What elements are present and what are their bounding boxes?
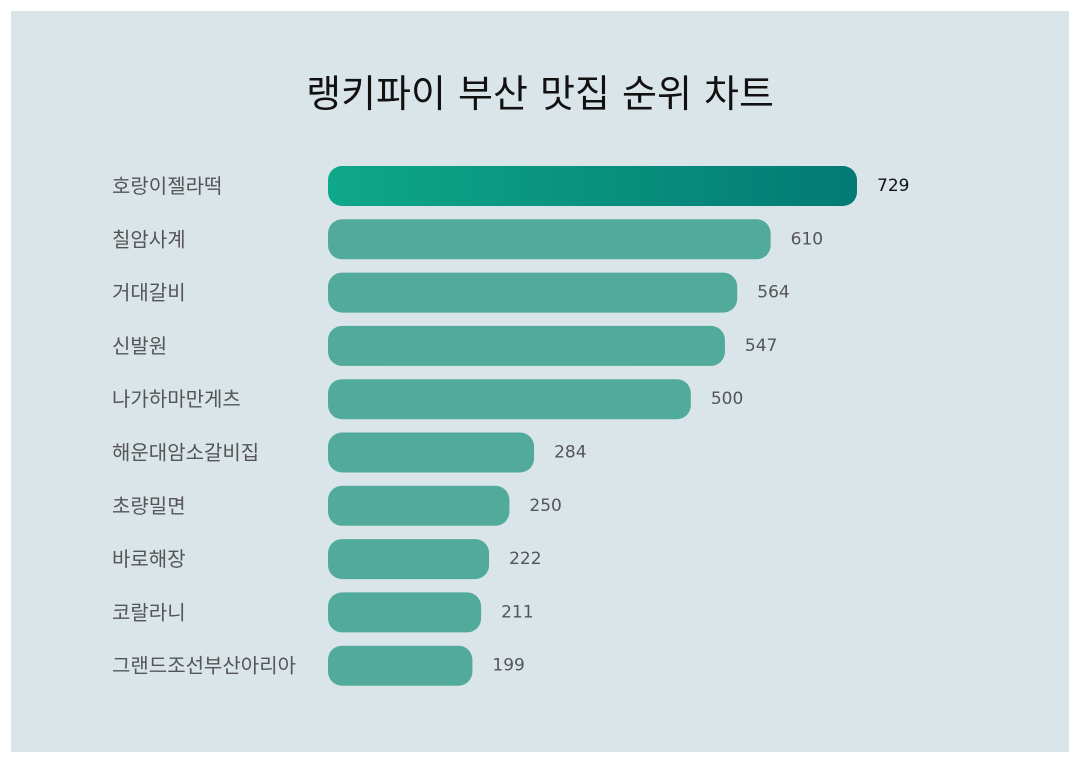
value-label: 547 [745,336,777,356]
value-label: 610 [791,229,823,249]
category-label: 나가하마만게츠 [112,387,241,411]
bar [328,432,535,473]
category-label: 코랄라니 [112,600,186,624]
value-label: 199 [492,656,524,676]
bar [328,485,510,526]
bar [328,539,490,580]
value-label: 284 [554,443,586,463]
bar [328,219,771,260]
value-label: 250 [529,496,561,516]
bar [328,325,725,366]
bar [328,379,691,420]
value-label: 729 [877,176,909,196]
category-label: 해운대암소갈비집 [112,441,259,465]
value-label: 222 [509,549,541,569]
value-label: 211 [501,602,533,622]
chart-title: 랭키파이 부산 맛집 순위 차트 [306,72,774,116]
category-label: 거대갈비 [112,281,186,305]
bar [328,166,857,206]
category-label: 초량밀면 [112,494,186,518]
value-label: 564 [757,283,789,303]
value-label: 500 [711,389,743,409]
category-label: 그랜드조선부산아리아 [112,654,296,678]
category-label: 칠암사계 [112,227,186,251]
bars-group: 호랑이젤라떡 729 칠암사계 610 거대갈비 564 신발원 547 나가하마만게츠 500 해… [112,166,909,686]
category-label: 신발원 [112,334,167,358]
category-label: 호랑이젤라떡 [112,174,222,198]
bar [328,645,473,686]
bar [328,272,738,313]
category-label: 바로해장 [112,547,186,571]
bar [328,592,482,633]
